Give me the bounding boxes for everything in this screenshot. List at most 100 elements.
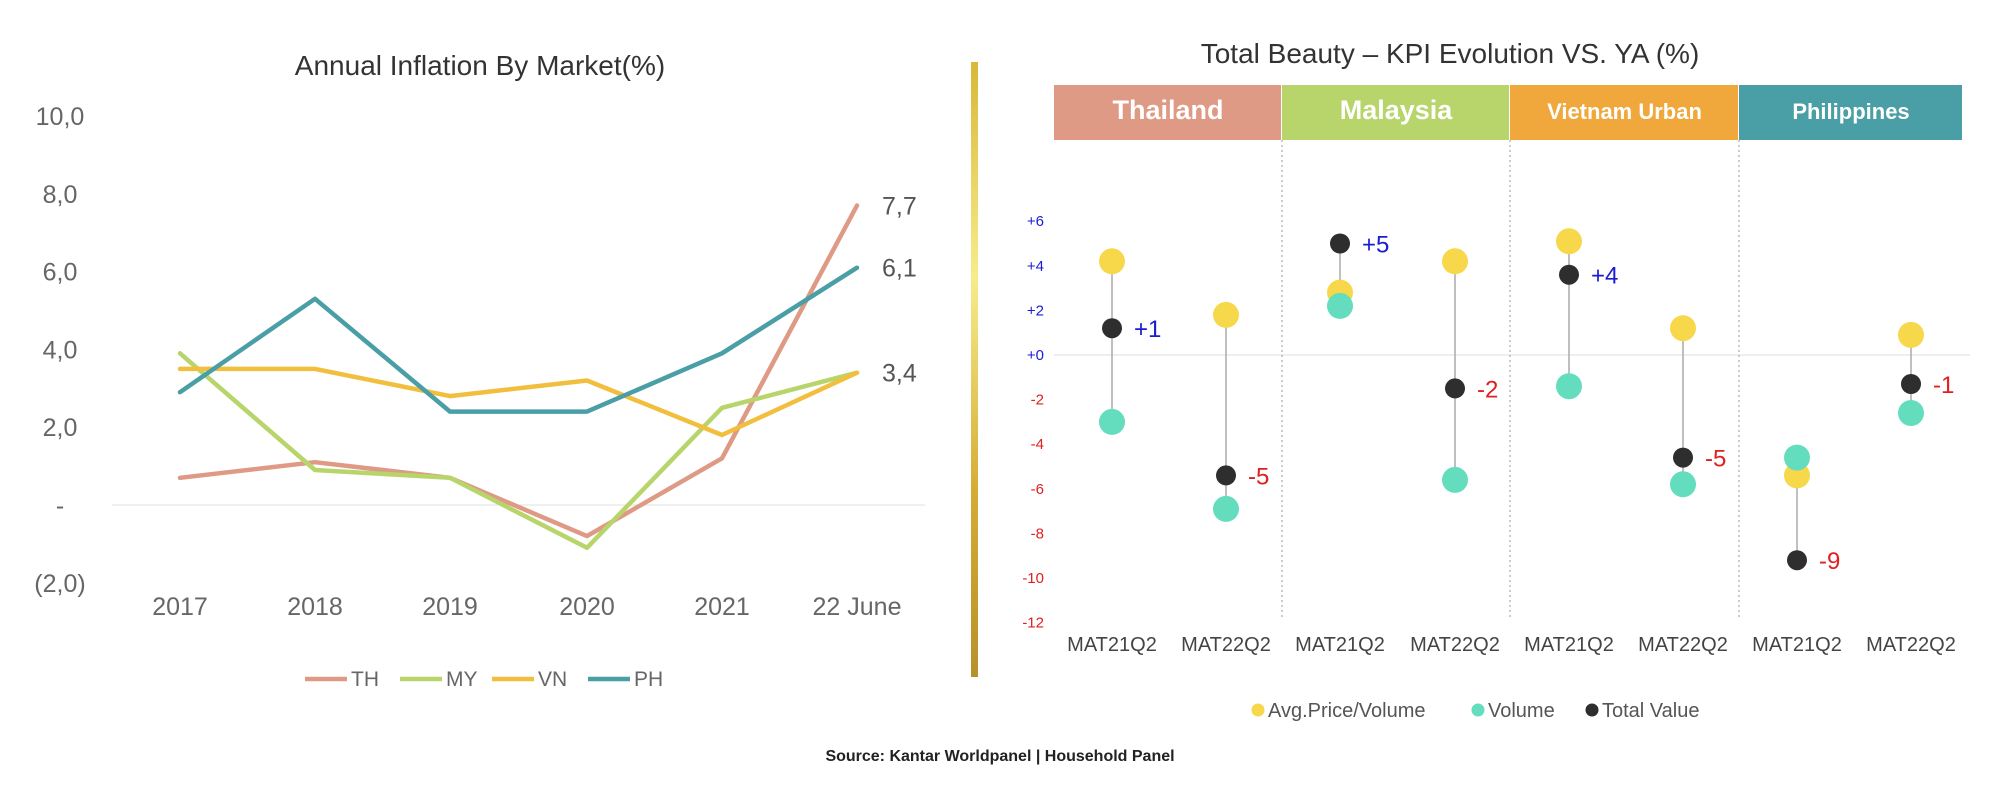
- total-value-label: -1: [1933, 372, 1954, 399]
- marker-total-value: [1559, 264, 1579, 285]
- marker-total-value: [1216, 465, 1236, 486]
- marker-volume: [1213, 495, 1239, 522]
- kpi-group-separators: [1281, 140, 1740, 620]
- series-line-th: [177, 203, 860, 539]
- legend-label-ph: PH: [634, 668, 663, 691]
- marker-avg-price-volume: [1670, 315, 1696, 342]
- legend-marker-total-value: [1585, 703, 1599, 717]
- marker-volume: [1670, 471, 1696, 498]
- inflation-end-labels: 7,7 6,1 3,4: [882, 192, 917, 387]
- x-tick-label: 2019: [422, 593, 478, 621]
- total-value-label: +5: [1362, 232, 1389, 259]
- gold-divider: [971, 62, 978, 677]
- legend-label-my: MY: [446, 668, 478, 691]
- y-tick-label: +6: [1027, 213, 1044, 230]
- end-value-label: 7,7: [882, 192, 917, 220]
- marker-volume: [1556, 373, 1582, 400]
- x-tick-label: MAT22Q2: [1410, 634, 1500, 656]
- x-tick-label: MAT22Q2: [1181, 634, 1271, 656]
- x-tick-label: MAT22Q2: [1866, 634, 1956, 656]
- y-tick-label: 8,0: [43, 181, 78, 209]
- marker-total-value: [1787, 550, 1807, 571]
- kpi-chart-title: Total Beauty – KPI Evolution VS. YA (%): [1201, 38, 1700, 69]
- marker-avg-price-volume: [1898, 321, 1924, 348]
- y-tick-label: +0: [1027, 347, 1044, 364]
- marker-avg-price-volume: [1442, 248, 1468, 275]
- series-line-my: [177, 351, 860, 551]
- x-tick-label: 2017: [152, 593, 208, 621]
- marker-total-value: [1445, 378, 1465, 399]
- y-tick-label: -8: [1031, 525, 1044, 542]
- y-tick-label: 2,0: [43, 414, 78, 442]
- marker-volume: [1898, 400, 1924, 426]
- inflation-x-axis: 2017 2018 2019 2020 2021 22 June: [152, 593, 901, 621]
- x-tick-label: 2020: [559, 593, 615, 621]
- y-tick-label: +4: [1027, 258, 1044, 275]
- y-tick-label: -6: [1031, 481, 1044, 498]
- y-tick-label: (2,0): [34, 570, 85, 598]
- y-tick-label: 6,0: [43, 259, 78, 287]
- marker-total-value: [1102, 318, 1122, 339]
- marker-total-value: [1673, 447, 1693, 468]
- country-header-label: Thailand: [1112, 95, 1223, 125]
- total-value-label: +1: [1134, 316, 1161, 343]
- country-header-3: [1739, 85, 1962, 140]
- total-value-label: -2: [1477, 376, 1498, 403]
- x-tick-label: MAT21Q2: [1295, 634, 1385, 656]
- x-tick-label: MAT21Q2: [1752, 634, 1842, 656]
- inflation-legend: TH MY VN PH: [305, 668, 663, 691]
- marker-volume: [1442, 466, 1468, 493]
- country-header-1: [1282, 85, 1509, 140]
- country-header-2: [1510, 85, 1738, 140]
- marker-volume: [1099, 408, 1125, 435]
- series-line-ph: [177, 265, 860, 414]
- inflation-y-axis: 10,0 8,0 6,0 4,0 2,0 - (2,0): [34, 103, 925, 598]
- legend-label-th: TH: [351, 668, 379, 691]
- y-tick-label: 4,0: [43, 336, 78, 364]
- inflation-series: [177, 203, 860, 551]
- kpi-y-axis: +6 +4 +2 +0 -2 -4 -6 -8 -10 -12: [1022, 213, 1970, 632]
- legend-label: Avg.Price/Volume: [1268, 700, 1426, 722]
- y-tick-label: +2: [1027, 302, 1044, 319]
- x-tick-label: MAT22Q2: [1638, 634, 1728, 656]
- legend-label: Total Value: [1602, 700, 1699, 722]
- kpi-country-headers: Thailand Malaysia Vietnam Urban Philippines: [1054, 85, 1962, 140]
- total-value-label: -5: [1248, 463, 1269, 490]
- marker-avg-price-volume: [1784, 462, 1810, 489]
- inflation-chart-title: Annual Inflation By Market(%): [295, 50, 665, 81]
- kpi-legend: Avg.Price/Volume Volume Total Value: [1251, 700, 1699, 722]
- y-tick-label: -10: [1022, 570, 1044, 587]
- y-tick-label: -: [56, 492, 64, 520]
- legend-label-vn: VN: [538, 668, 567, 691]
- source-note: Source: Kantar Worldpanel | Household Pa…: [825, 748, 1175, 765]
- series-line-vn: [177, 366, 860, 438]
- y-tick-label: 10,0: [36, 103, 85, 131]
- legend-label: Volume: [1488, 700, 1555, 722]
- y-tick-label: -4: [1031, 436, 1044, 453]
- marker-total-value: [1330, 233, 1350, 254]
- marker-avg-price-volume: [1099, 248, 1125, 275]
- total-value-label: -5: [1705, 446, 1726, 473]
- kpi-x-axis: MAT21Q2 MAT22Q2 MAT21Q2 MAT22Q2 MAT21Q2 MAT22…: [1067, 634, 1956, 656]
- kpi-markers: [1099, 228, 1924, 571]
- country-header-label: Malaysia: [1340, 95, 1454, 125]
- x-tick-label: 22 June: [813, 593, 902, 621]
- marker-total-value: [1901, 374, 1921, 394]
- end-value-label: 3,4: [882, 360, 917, 388]
- legend-marker-volume: [1471, 703, 1485, 717]
- marker-volume: [1327, 292, 1353, 319]
- country-header-label: Vietnam Urban: [1547, 99, 1702, 124]
- country-header-0: [1054, 85, 1281, 140]
- x-tick-label: MAT21Q2: [1067, 634, 1157, 656]
- y-tick-label: -12: [1022, 615, 1044, 632]
- kpi-chart: Total Beauty – KPI Evolution VS. YA (%) …: [1022, 38, 1970, 722]
- end-value-label: 6,1: [882, 255, 917, 283]
- x-tick-label: MAT21Q2: [1524, 634, 1614, 656]
- x-tick-label: 2021: [694, 593, 750, 621]
- country-header-label: Philippines: [1792, 99, 1909, 124]
- legend-marker-avg-price-volume: [1251, 703, 1265, 717]
- marker-volume: [1784, 444, 1810, 471]
- x-tick-label: 2018: [287, 593, 343, 621]
- marker-avg-price-volume: [1556, 228, 1582, 255]
